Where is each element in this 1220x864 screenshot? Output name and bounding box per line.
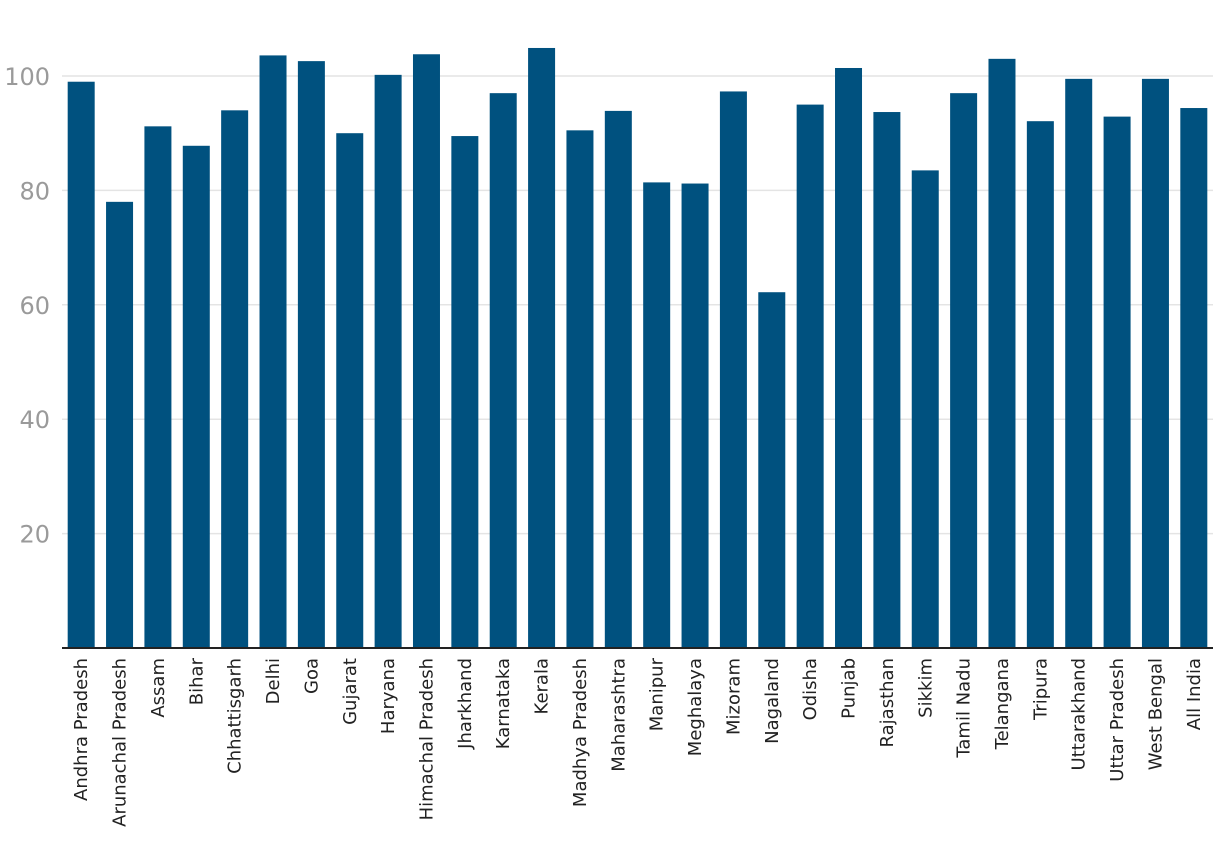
bar-tripura (1026, 121, 1054, 649)
bars (67, 47, 1208, 649)
x-axis-ticks: Andhra Pradesh Arunachal Pradesh Assam Biha… (71, 657, 1205, 826)
bar-madhya-pradesh (566, 130, 594, 649)
bar-tamil-nadu (950, 93, 978, 648)
x-tick-label-haryana: Haryana (378, 658, 399, 734)
bar-mizoram (719, 91, 747, 649)
bar-jharkhand (451, 136, 479, 648)
x-tick-label-chhattisgarh: Chhattisgarh (225, 658, 246, 774)
bar-arunachal-pradesh (106, 201, 134, 648)
bar-odisha (796, 104, 824, 649)
x-tick-label-kerala: Kerala (532, 658, 553, 714)
bar-delhi (259, 55, 287, 648)
x-tick-label-manipur: Manipur (647, 657, 668, 731)
bar-uttarakhand (1065, 78, 1093, 649)
bar-uttar-pradesh (1103, 116, 1131, 648)
y-tick-label-20: 20 (19, 521, 50, 549)
bar-nagaland (758, 292, 786, 648)
x-tick-label-karnataka: Karnataka (493, 658, 514, 749)
x-tick-label-uttarakhand: Uttarakhand (1069, 658, 1090, 770)
x-tick-label-sikkim: Sikkim (915, 658, 936, 718)
x-tick-label-goa: Goa (301, 658, 322, 694)
x-tick-label-telangana: Telangana (992, 658, 1013, 750)
x-tick-label-delhi: Delhi (263, 658, 284, 704)
bar-himachal-pradesh (412, 54, 440, 649)
x-tick-label-rajasthan: Rajasthan (877, 658, 898, 747)
x-tick-label-maharashtra: Maharashtra (608, 658, 629, 772)
bar-west-bengal (1141, 78, 1169, 649)
x-tick-label-west-bengal: West Bengal (1145, 658, 1166, 770)
bar-bihar (182, 145, 210, 648)
bar-all-india (1180, 108, 1208, 649)
x-tick-label-uttar-pradesh: Uttar Pradesh (1107, 658, 1128, 782)
x-tick-label-gujarat: Gujarat (340, 658, 361, 725)
bar-punjab (835, 67, 863, 648)
bar-haryana (374, 74, 402, 648)
bar-gujarat (336, 133, 364, 648)
y-tick-label-80: 80 (19, 177, 50, 205)
y-tick-label-60: 60 (19, 292, 50, 320)
x-tick-label-madhya-pradesh: Madhya Pradesh (570, 658, 591, 807)
gridlines (62, 75, 1213, 535)
bar-telangana (988, 58, 1016, 648)
y-tick-label-40: 40 (19, 406, 50, 434)
x-tick-label-punjab: Punjab (839, 658, 860, 719)
x-tick-label-tamil-nadu: Tamil Nadu (954, 658, 975, 759)
x-tick-label-nagaland: Nagaland (762, 658, 783, 744)
bar-maharashtra (604, 110, 632, 649)
bar-goa (297, 61, 325, 649)
bar-manipur (643, 182, 671, 648)
x-tick-label-arunachal-pradesh: Arunachal Pradesh (110, 658, 131, 827)
bar-meghalaya (681, 183, 709, 648)
x-tick-label-assam: Assam (148, 658, 169, 718)
bar-sikkim (911, 170, 939, 648)
bar-karnataka (489, 93, 517, 648)
bar-rajasthan (873, 112, 901, 648)
y-axis-ticks: 20 40 60 80 100 (4, 63, 50, 549)
bar-assam (144, 126, 172, 648)
x-tick-label-jharkhand: Jharkhand (455, 658, 476, 750)
bar-andhra-pradesh (67, 81, 95, 649)
x-tick-label-andhra-pradesh: Andhra Pradesh (71, 658, 92, 801)
x-tick-label-tripura: Tripura (1030, 658, 1051, 721)
x-tick-label-bihar: Bihar (186, 657, 207, 705)
y-tick-label-100: 100 (4, 63, 50, 91)
x-tick-label-meghalaya: Meghalaya (685, 658, 706, 756)
bar-chhattisgarh (221, 110, 249, 648)
x-tick-label-himachal-pradesh: Himachal Pradesh (416, 658, 437, 820)
x-tick-label-mizoram: Mizoram (723, 658, 744, 735)
bar-kerala (528, 47, 556, 649)
x-tick-label-all-india: All India (1184, 658, 1205, 730)
x-tick-label-odisha: Odisha (800, 658, 821, 720)
